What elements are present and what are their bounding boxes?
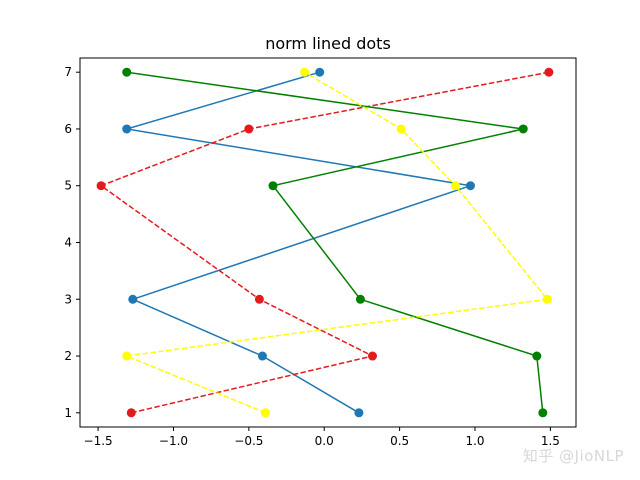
x-tick-label: −1.0 xyxy=(159,434,188,448)
data-point-yellow xyxy=(450,181,460,191)
x-tick-label: 1.0 xyxy=(465,434,484,448)
data-point-yellow xyxy=(396,124,406,134)
x-tick-label: 0.5 xyxy=(390,434,409,448)
data-point-yellow xyxy=(122,351,132,361)
x-tick-label: −1.5 xyxy=(84,434,113,448)
x-axis: −1.5 −1.0 −0.5 0.0 0.5 1.0 1.5 xyxy=(84,427,560,448)
data-point-blue xyxy=(315,67,325,77)
data-point-green xyxy=(268,181,278,191)
series-line-yellow xyxy=(125,71,549,414)
data-point-green xyxy=(518,124,528,134)
data-point-red xyxy=(96,181,106,191)
chart-title: norm lined dots xyxy=(265,34,391,53)
series-yellow xyxy=(122,67,552,418)
y-tick-label: 4 xyxy=(64,236,72,250)
x-tick-label: −0.5 xyxy=(234,434,263,448)
x-tick-label: 0.0 xyxy=(315,434,334,448)
y-tick-label: 5 xyxy=(64,179,72,193)
series-blue xyxy=(122,67,475,418)
series-red xyxy=(96,67,554,418)
data-point-blue xyxy=(465,181,475,191)
data-point-blue xyxy=(354,408,364,418)
data-point-red xyxy=(544,67,554,77)
y-tick-label: 7 xyxy=(64,65,72,79)
data-point-red xyxy=(126,408,136,418)
series-layer xyxy=(96,67,554,418)
data-point-blue xyxy=(128,294,138,304)
series-green xyxy=(122,67,548,418)
series-line-blue xyxy=(125,71,472,414)
x-tick-label: 1.5 xyxy=(541,434,560,448)
y-tick-label: 3 xyxy=(64,292,72,306)
series-line-green xyxy=(126,71,544,413)
data-point-red xyxy=(244,124,254,134)
series-line-red xyxy=(100,71,550,414)
data-point-yellow xyxy=(260,408,270,418)
data-point-red xyxy=(367,351,377,361)
data-point-green xyxy=(532,351,542,361)
y-tick-label: 6 xyxy=(64,122,72,136)
data-point-yellow xyxy=(300,67,310,77)
data-point-blue xyxy=(122,124,132,134)
y-axis: 1 2 3 4 5 6 7 xyxy=(64,65,80,420)
y-tick-label: 2 xyxy=(64,349,72,363)
data-point-yellow xyxy=(542,294,552,304)
data-point-green xyxy=(538,408,548,418)
data-point-green xyxy=(122,67,132,77)
data-point-green xyxy=(355,294,365,304)
data-point-red xyxy=(254,294,264,304)
y-tick-label: 1 xyxy=(64,406,72,420)
data-point-blue xyxy=(257,351,267,361)
watermark: 知乎 @JioNLP xyxy=(522,447,624,465)
